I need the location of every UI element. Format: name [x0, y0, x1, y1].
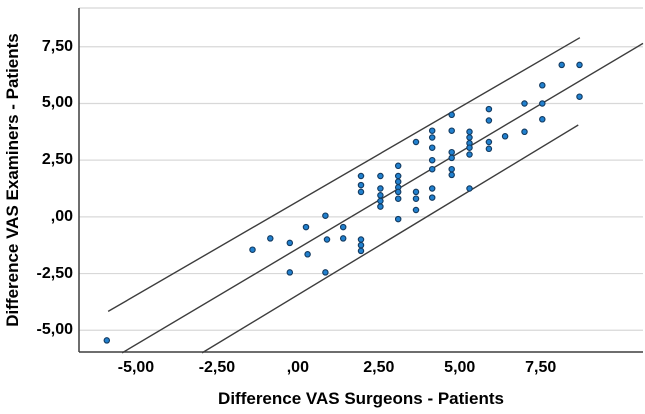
data-point	[249, 246, 256, 253]
data-point	[412, 188, 420, 196]
data-point	[394, 195, 402, 202]
data-point	[377, 172, 384, 180]
y-tick-label: 7,50	[41, 37, 73, 55]
mean-fit-line	[121, 42, 644, 354]
x-tick-label: 7,50	[525, 359, 557, 376]
data-point	[394, 162, 402, 170]
data-point	[357, 247, 365, 255]
data-point	[485, 117, 493, 124]
y-tick-label: 2,50	[41, 151, 73, 169]
data-point	[428, 127, 436, 134]
data-point	[412, 138, 420, 146]
data-point	[485, 145, 493, 153]
data-point	[357, 241, 365, 249]
data-point	[539, 100, 546, 107]
x-tick-label: 5,00	[444, 359, 476, 376]
data-point	[501, 133, 509, 140]
y-tick-label: -5,00	[36, 321, 73, 339]
data-point	[466, 144, 473, 151]
data-point	[267, 235, 274, 242]
data-point	[558, 61, 565, 69]
data-point	[428, 144, 436, 151]
data-point	[286, 239, 294, 247]
x-tick-label: -5,00	[117, 359, 155, 376]
data-point	[539, 116, 546, 123]
data-point	[323, 236, 331, 243]
data-point	[377, 197, 384, 205]
data-point	[448, 165, 455, 173]
data-point	[466, 128, 473, 136]
data-point	[304, 251, 311, 258]
data-point	[448, 148, 455, 156]
data-point	[428, 134, 436, 141]
y-tick-label: 5,00	[41, 94, 73, 112]
data-point	[539, 82, 546, 89]
data-point	[428, 156, 436, 164]
data-point	[521, 128, 528, 136]
data-point	[286, 269, 294, 276]
data-point	[428, 165, 436, 173]
data-point	[357, 172, 365, 180]
data-point	[377, 192, 384, 199]
data-point	[322, 269, 329, 276]
data-point	[394, 178, 402, 185]
data-point	[339, 235, 347, 242]
upper-limit-line	[107, 37, 581, 313]
data-point	[339, 223, 347, 231]
y-tick-label: ,00	[50, 207, 73, 225]
data-point	[485, 138, 493, 146]
x-tick-label: 2,50	[363, 359, 395, 376]
y-tick-label: -2,50	[36, 264, 73, 282]
data-point	[412, 206, 420, 214]
data-point	[448, 171, 455, 179]
data-point	[428, 185, 436, 192]
data-point	[466, 151, 473, 158]
data-point	[394, 172, 402, 180]
data-point	[357, 181, 365, 189]
x-tick-label: -2,50	[198, 359, 236, 376]
data-point	[466, 185, 473, 192]
data-point	[466, 134, 473, 141]
data-point	[377, 203, 384, 210]
x-axis-title: Difference VAS Surgeons - Patients	[218, 389, 504, 408]
data-point	[448, 127, 455, 134]
data-point	[428, 194, 436, 201]
data-point	[448, 111, 455, 119]
data-point	[394, 215, 402, 223]
x-tick-label: ,00	[286, 359, 309, 376]
data-point	[576, 93, 583, 100]
data-point	[103, 337, 111, 344]
data-point	[357, 236, 365, 243]
data-point	[322, 212, 329, 219]
data-point	[485, 105, 493, 113]
lower-limit-line	[201, 124, 579, 354]
data-point	[394, 188, 402, 196]
data-point	[412, 195, 420, 202]
data-point	[302, 223, 310, 231]
data-point	[377, 185, 384, 192]
data-point	[357, 188, 365, 196]
data-point	[521, 100, 528, 107]
data-point	[576, 61, 583, 69]
data-point	[448, 154, 455, 162]
